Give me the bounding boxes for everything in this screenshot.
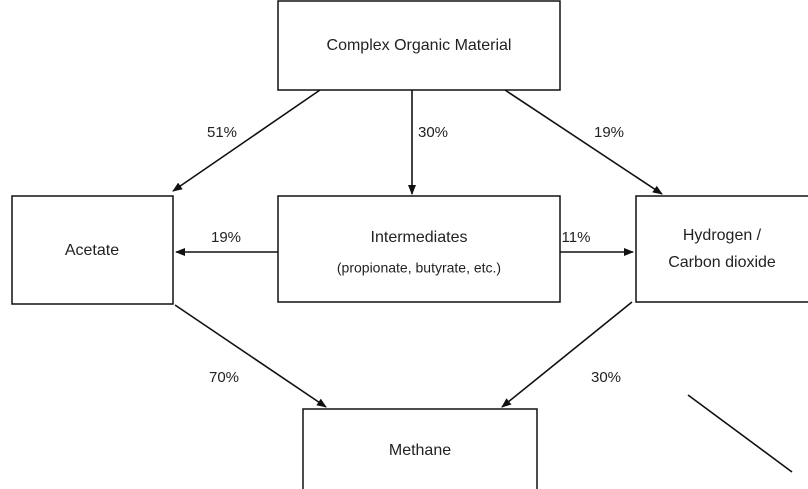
node-label: Methane bbox=[389, 442, 451, 459]
edge-label: 19% bbox=[594, 124, 624, 141]
arrow bbox=[501, 301, 633, 408]
edge-label: 19% bbox=[211, 229, 241, 246]
edge-label: 70% bbox=[209, 369, 239, 386]
node-box bbox=[11, 195, 174, 305]
node-label: Carbon dioxide bbox=[668, 254, 776, 271]
edge-label: 30% bbox=[418, 124, 448, 141]
stray-line bbox=[687, 394, 793, 473]
edge-label: 11% bbox=[562, 229, 591, 246]
node-box bbox=[277, 0, 561, 91]
node-label: Hydrogen / bbox=[683, 227, 762, 244]
arrow bbox=[172, 89, 321, 192]
node-box bbox=[302, 408, 538, 489]
edge-label: 51% bbox=[207, 124, 237, 141]
node-label: Complex Organic Material bbox=[327, 37, 512, 54]
node-label: Acetate bbox=[65, 242, 119, 259]
node-label: (propionate, butyrate, etc.) bbox=[337, 260, 501, 276]
node-box bbox=[277, 195, 561, 303]
edge-label: 30% bbox=[591, 369, 621, 386]
node-label: Intermediates bbox=[371, 229, 468, 246]
arrow bbox=[174, 304, 327, 408]
arrow bbox=[504, 89, 663, 195]
node-box bbox=[635, 195, 808, 303]
